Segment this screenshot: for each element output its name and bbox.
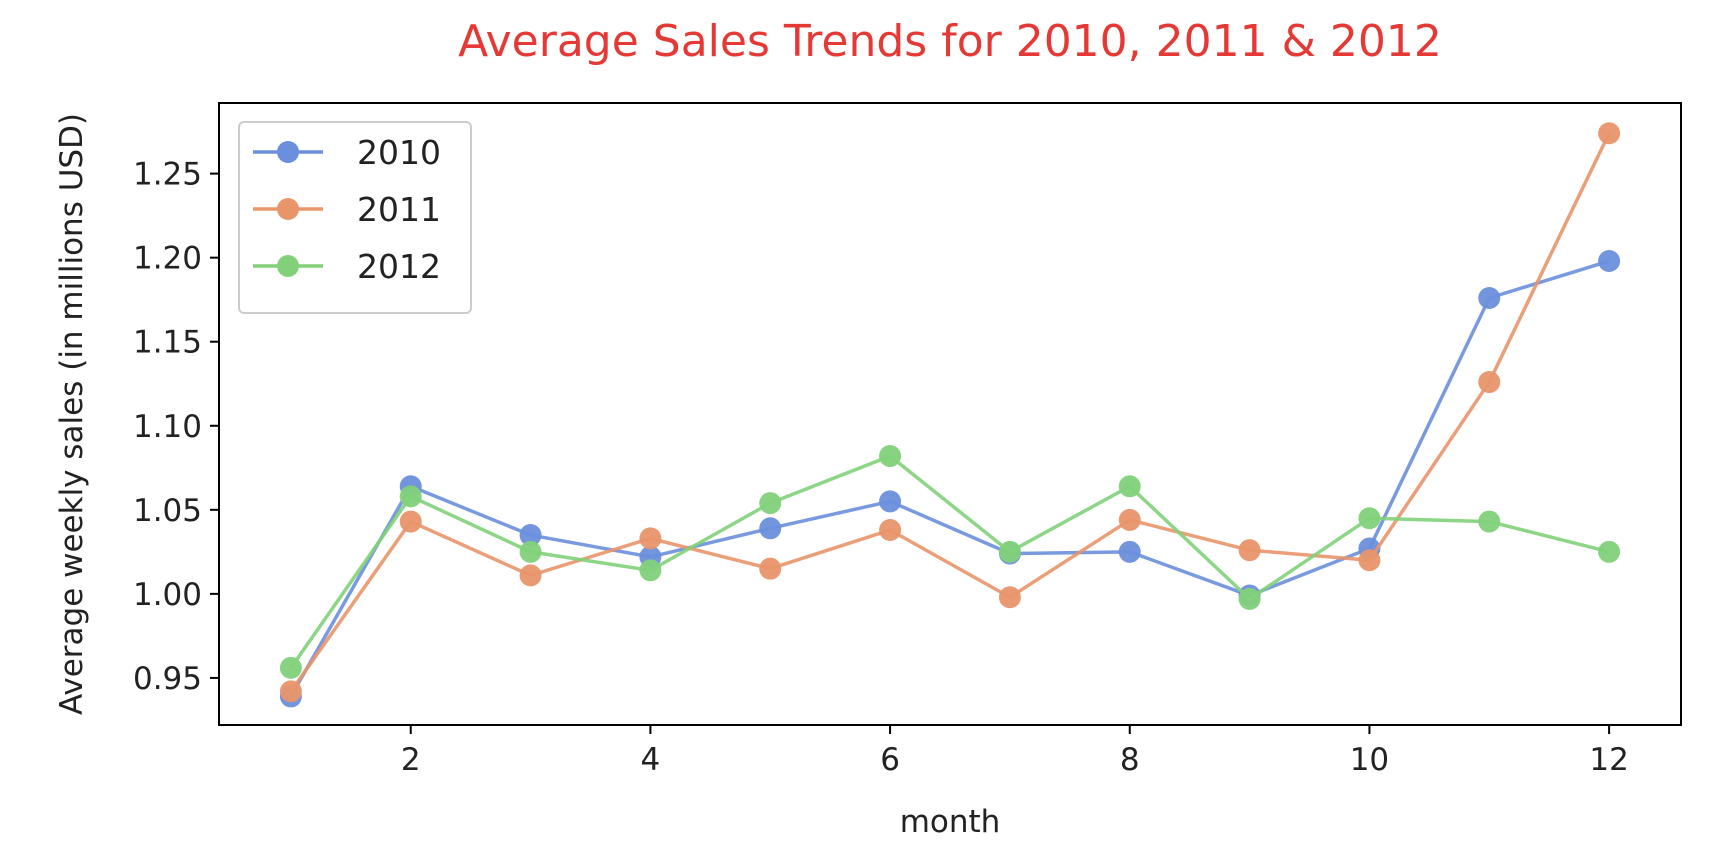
y-tick-label: 1.15: [133, 325, 202, 361]
chart-title: Average Sales Trends for 2010, 2011 & 20…: [458, 16, 1442, 67]
data-point-2011-3: [519, 564, 542, 587]
data-point-2012-4: [639, 559, 662, 582]
y-tick-label: 1.20: [133, 241, 202, 277]
data-point-2012-2: [399, 485, 422, 508]
data-point-2010-5: [759, 517, 782, 540]
data-point-2012-3: [519, 540, 542, 563]
data-point-2012-1: [279, 656, 302, 679]
y-tick-label: 1.05: [133, 493, 202, 529]
y-axis-label: Average weekly sales (in millions USD): [54, 113, 90, 715]
series-2010: [279, 250, 1621, 708]
data-point-2012-12: [1598, 540, 1621, 563]
x-tick-label: 12: [1589, 742, 1628, 778]
data-point-2011-2: [399, 510, 422, 533]
data-point-2012-10: [1358, 507, 1381, 530]
data-point-2010-11: [1478, 287, 1501, 310]
x-tick-label: 2: [401, 742, 421, 778]
plot-area: [279, 122, 1621, 708]
legend-item-2012: 2012: [253, 247, 441, 286]
legend-marker: [277, 255, 299, 277]
x-tick-label: 8: [1120, 742, 1140, 778]
data-point-2010-8: [1118, 540, 1141, 563]
y-axis: 0.95 1.00 1.05 1.10 1.15 1.20 1.25: [133, 157, 219, 697]
data-point-2012-5: [759, 492, 782, 515]
series-line-2010: [289, 259, 1610, 698]
data-point-2012-9: [1238, 587, 1261, 610]
data-point-2011-5: [759, 557, 782, 580]
legend-item-2011: 2011: [253, 190, 441, 229]
y-tick-label: 1.10: [133, 409, 202, 445]
data-point-2010-6: [879, 490, 902, 513]
data-point-2011-10: [1358, 549, 1381, 572]
data-point-2011-4: [639, 527, 662, 550]
legend-label: 2010: [357, 133, 441, 172]
series-2012: [279, 445, 1621, 679]
x-tick-label: 4: [641, 742, 661, 778]
data-point-2011-6: [879, 518, 902, 541]
plot-frame: [218, 102, 1682, 726]
x-tick-label: 10: [1350, 742, 1389, 778]
x-axis: 2 4 6 8 10 12: [401, 725, 1629, 778]
data-point-2012-8: [1118, 475, 1141, 498]
data-point-2010-12: [1598, 250, 1621, 273]
y-tick-label: 1.00: [133, 577, 202, 613]
data-point-2012-7: [998, 540, 1021, 563]
y-tick-label: 0.95: [133, 661, 202, 697]
legend-item-2010: 2010: [253, 133, 441, 172]
legend-marker: [277, 198, 299, 220]
data-point-2011-1: [279, 680, 302, 703]
y-tick-label: 1.25: [133, 157, 202, 193]
data-point-2012-11: [1478, 510, 1501, 533]
data-point-2010-3: [519, 524, 542, 547]
data-point-2011-9: [1238, 539, 1261, 562]
data-point-2011-8: [1118, 508, 1141, 531]
data-point-2011-11: [1478, 371, 1501, 394]
x-axis-label: month: [900, 804, 1001, 840]
legend-label: 2011: [357, 190, 441, 229]
data-point-2011-12: [1598, 122, 1621, 145]
legend: 2010 2011 2012: [238, 121, 472, 314]
series-line-2012: [289, 454, 1610, 669]
series-line-2011: [289, 132, 1611, 693]
data-point-2011-7: [998, 586, 1021, 609]
series-2011: [279, 122, 1621, 703]
legend-label: 2012: [357, 247, 441, 286]
x-tick-label: 6: [880, 742, 900, 778]
legend-marker: [277, 141, 299, 163]
data-point-2012-6: [879, 445, 902, 468]
